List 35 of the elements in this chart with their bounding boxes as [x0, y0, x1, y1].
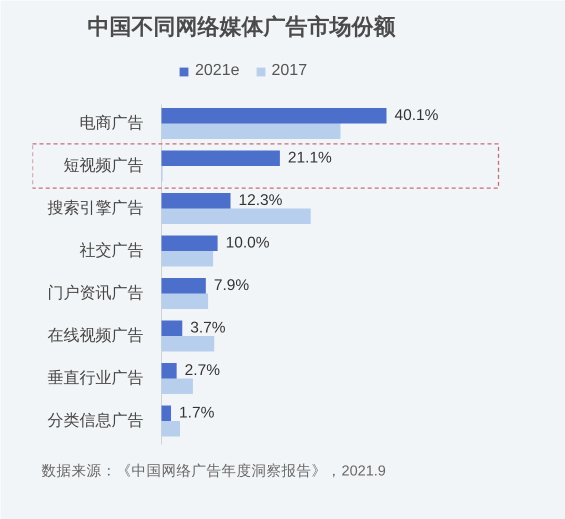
bar	[162, 320, 182, 336]
bar	[162, 421, 180, 437]
bar	[162, 294, 208, 310]
bar	[162, 251, 214, 267]
data-label: 10.0%	[226, 234, 270, 252]
bar	[162, 192, 231, 208]
y-tick-label: 搜索引擎广告	[48, 199, 144, 217]
bar	[162, 278, 206, 294]
bar	[162, 208, 311, 224]
y-tick-label: 社交广告	[80, 242, 144, 260]
y-tick-label: 分类信息广告	[48, 412, 144, 430]
legend-label: 2021e	[195, 62, 240, 80]
legend-label: 2017	[272, 62, 308, 80]
bar	[162, 150, 280, 166]
y-tick-label: 门户资讯广告	[48, 284, 144, 302]
bar	[162, 336, 214, 352]
source-note: 数据来源：《中国网络广告年度洞察报告》，2021.9	[42, 462, 386, 480]
data-label: 2.7%	[184, 362, 220, 380]
chart-title: 中国不同网络媒体广告市场份额	[88, 14, 396, 39]
bar	[162, 362, 177, 378]
bar	[162, 124, 340, 140]
data-label: 7.9%	[214, 277, 250, 294]
y-tick-label: 垂直行业广告	[48, 369, 144, 387]
data-label: 1.7%	[179, 404, 215, 422]
bar	[162, 405, 172, 421]
y-tick-label: 在线视频广告	[48, 326, 144, 344]
bar	[162, 235, 218, 251]
bar	[162, 378, 193, 394]
data-label: 40.1%	[394, 107, 439, 124]
data-label: 12.3%	[238, 192, 283, 210]
data-label: 3.7%	[190, 320, 226, 337]
y-tick-label: 电商广告	[80, 114, 144, 132]
data-label: 21.1%	[288, 150, 332, 167]
y-tick-label: 短视频广告	[64, 156, 144, 174]
bar	[162, 108, 386, 124]
